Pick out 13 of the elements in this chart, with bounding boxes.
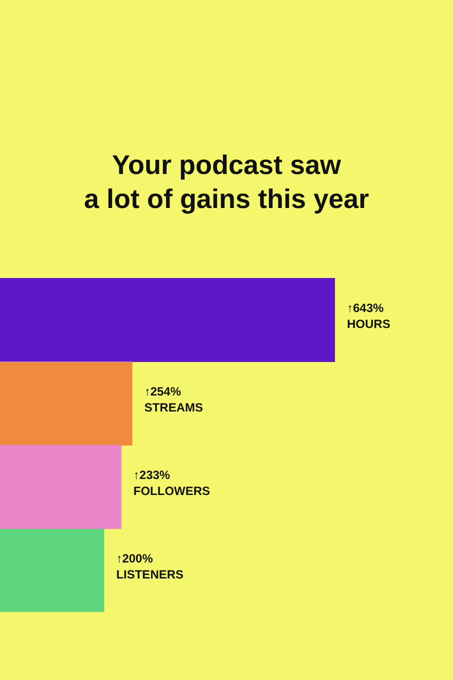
y-tick-label: LISTENERS <box>116 568 184 582</box>
bar <box>0 278 335 362</box>
data-label: ↑233% <box>133 468 170 482</box>
y-tick-label: STREAMS <box>144 400 204 414</box>
data-label: ↑200% <box>116 552 154 566</box>
bar <box>0 445 122 529</box>
y-tick-label: HOURS <box>347 317 390 331</box>
bar <box>0 362 132 446</box>
bar <box>0 528 104 612</box>
chart-title: Your podcast saw a lot of gains this year <box>82 149 370 216</box>
data-label: ↑643% <box>347 301 384 315</box>
data-label: ↑254% <box>144 384 182 398</box>
y-tick-label: FOLLOWERS <box>133 484 210 498</box>
